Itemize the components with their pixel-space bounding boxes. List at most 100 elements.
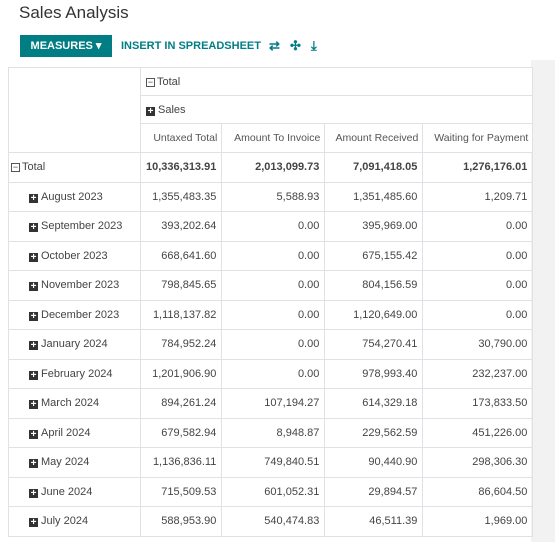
cell: 451,226.00 (422, 417, 534, 448)
row-header[interactable]: + February 2024 (8, 358, 141, 389)
header-label: Total (157, 75, 181, 88)
cell: 0.00 (422, 240, 534, 271)
cell: 1,201,906.90 (139, 358, 223, 389)
cell: 46,511.39 (324, 506, 424, 537)
cell: 0.00 (221, 329, 326, 360)
corner-cell (8, 67, 141, 153)
cell: 0.00 (422, 211, 534, 242)
measure-header[interactable]: Amount To Invoice (221, 123, 326, 153)
row-header[interactable]: + July 2024 (8, 506, 141, 537)
measure-header[interactable]: Amount Received (324, 123, 424, 153)
cell: 675,155.42 (324, 240, 424, 271)
data-row: + September 2023 393,202.64 0.00 395,969.00 0… (8, 211, 534, 242)
data-row: + May 2024 1,136,836.11 749,840.51 90,440.90… (8, 447, 534, 478)
cell: 1,969.00 (422, 506, 534, 537)
download-icon[interactable]: ⤓ (311, 38, 317, 53)
data-row: + July 2024 588,953.90 540,474.83 46,511.39 1… (8, 506, 534, 537)
cell: 393,202.64 (139, 211, 223, 242)
row-header[interactable]: + March 2024 (8, 388, 141, 419)
cell: 29,894.57 (324, 476, 424, 507)
cell: 0.00 (221, 211, 326, 242)
row-header[interactable]: + June 2024 (8, 476, 141, 507)
row-label: December 2023 (41, 308, 120, 321)
cell: 679,582.94 (139, 417, 223, 448)
cell: 30,790.00 (422, 329, 534, 360)
cell: 0.00 (422, 270, 534, 301)
cell: 7,091,418.05 (324, 152, 424, 183)
cell: 8,948.87 (221, 417, 326, 448)
row-header[interactable]: + August 2023 (8, 181, 141, 212)
cell: 1,351,485.60 (324, 181, 424, 212)
cell: 601,052.31 (221, 476, 326, 507)
data-row: + August 2023 1,355,483.35 5,588.93 1,351,48… (8, 181, 534, 212)
cell: 90,440.90 (324, 447, 424, 478)
cell: 1,120,649.00 (324, 299, 424, 330)
page-title: Sales Analysis (19, 3, 129, 22)
cell: 0.00 (221, 270, 326, 301)
insert-button[interactable]: INSERT IN SPREADSHEET (121, 40, 261, 52)
row-header[interactable]: + September 2023 (8, 211, 141, 242)
expand-icon[interactable]: ✣ (290, 38, 301, 53)
data-row: + March 2024 894,261.24 107,194.27 614,329.1… (8, 388, 534, 419)
cell: 668,641.60 (139, 240, 223, 271)
side-panel (531, 60, 555, 542)
cell: 229,562.59 (324, 417, 424, 448)
data-row: + April 2024 679,582.94 8,948.87 229,562.59 4… (8, 417, 534, 448)
cell: 1,118,137.82 (139, 299, 223, 330)
row-header[interactable]: + October 2023 (8, 240, 141, 271)
row-header[interactable]: + January 2024 (8, 329, 141, 360)
cell: 784,952.24 (139, 329, 223, 360)
cell: 2,013,099.73 (221, 152, 326, 183)
row-header[interactable]: + November 2023 (8, 270, 141, 301)
flip-axis-icon[interactable]: ⇄ (269, 38, 280, 53)
cell: 1,355,483.35 (139, 181, 223, 212)
column-group[interactable]: + Sales (139, 95, 534, 124)
cell: 173,833.50 (422, 388, 534, 419)
column-header[interactable]: − Total (139, 67, 534, 96)
cell: 10,336,313.91 (139, 152, 223, 183)
row-label: May 2024 (41, 456, 90, 469)
cell: 5,588.93 (221, 181, 326, 212)
button-label: MEASURES (30, 40, 93, 52)
cell: 395,969.00 (324, 211, 424, 242)
row-label: November 2023 (41, 279, 120, 292)
row-label: June 2024 (41, 485, 93, 498)
row-label: April 2024 (41, 426, 91, 439)
cell: 804,156.59 (324, 270, 424, 301)
cell: 749,840.51 (221, 447, 326, 478)
cell: 0.00 (221, 358, 326, 389)
row-header[interactable]: + December 2023 (8, 299, 141, 330)
cell: 1,136,836.11 (139, 447, 223, 478)
row-header[interactable]: − Total (8, 152, 141, 183)
cell: 107,194.27 (221, 388, 326, 419)
row-label: August 2023 (41, 190, 103, 203)
cell: 540,474.83 (221, 506, 326, 537)
cell: 86,604.50 (422, 476, 534, 507)
group-label: Sales (158, 103, 186, 116)
row-header[interactable]: + May 2024 (8, 447, 141, 478)
measure-header[interactable]: Waiting for Payment (422, 123, 534, 153)
cell: 978,993.40 (324, 358, 424, 389)
row-label: Total (22, 161, 46, 174)
cell: 614,329.18 (324, 388, 424, 419)
cell: 894,261.24 (139, 388, 223, 419)
measures-button[interactable]: MEASURES ▾ (20, 35, 112, 57)
row-label: July 2024 (41, 515, 89, 528)
cell: 298,306.30 (422, 447, 534, 478)
row-header[interactable]: + April 2024 (8, 417, 141, 448)
cell: 0.00 (221, 240, 326, 271)
cell: 798,845.65 (139, 270, 223, 301)
cell: 0.00 (422, 299, 534, 330)
data-row: + February 2024 1,201,906.90 0.00 978,993.40… (8, 358, 534, 389)
data-row: + June 2024 715,509.53 601,052.31 29,894.57 8… (8, 476, 534, 507)
data-row: + October 2023 668,641.60 0.00 675,155.42 0.0… (8, 240, 534, 271)
data-row: + January 2024 784,952.24 0.00 754,270.41 30,… (8, 329, 534, 360)
cell: 1,209.71 (422, 181, 534, 212)
measure-header[interactable]: Untaxed Total (139, 123, 223, 153)
cell: 754,270.41 (324, 329, 424, 360)
row-label: March 2024 (41, 397, 100, 410)
cell: 0.00 (221, 299, 326, 330)
data-row: + December 2023 1,118,137.82 0.00 1,120,649.… (8, 299, 534, 330)
row-label: January 2024 (41, 338, 108, 351)
row-label: September 2023 (41, 220, 123, 233)
